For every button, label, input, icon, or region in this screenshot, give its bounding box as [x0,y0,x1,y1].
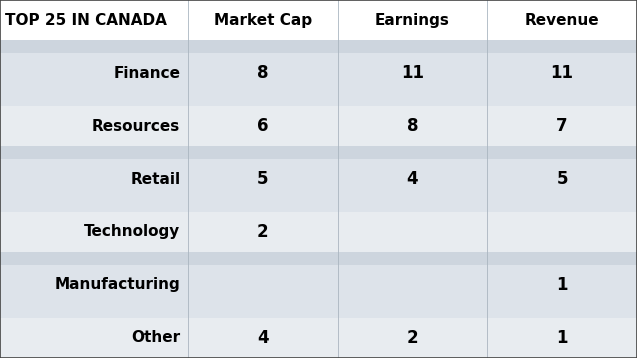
Text: Revenue: Revenue [525,13,599,28]
Text: 11: 11 [401,64,424,82]
Text: 4: 4 [406,170,419,188]
Bar [0,265,637,305]
Bar [0,146,637,159]
Bar [0,53,637,93]
Text: 4: 4 [257,329,269,347]
Text: Retail: Retail [130,171,180,187]
Text: Market Cap: Market Cap [213,13,312,28]
Text: Technology: Technology [84,224,180,240]
Text: TOP 25 IN CANADA: TOP 25 IN CANADA [5,13,167,28]
Text: Manufacturing: Manufacturing [55,277,180,292]
Text: Other: Other [131,330,180,345]
Text: 1: 1 [556,329,568,347]
Bar [0,305,637,318]
Text: 6: 6 [257,117,269,135]
Text: Finance: Finance [113,66,180,81]
Bar [0,252,637,265]
Text: 8: 8 [257,64,269,82]
Text: 5: 5 [556,170,568,188]
Text: 2: 2 [406,329,419,347]
Bar [0,159,637,199]
Text: 5: 5 [257,170,269,188]
Text: 8: 8 [406,117,419,135]
Bar [0,212,637,252]
Bar [0,318,637,358]
Bar [0,0,637,40]
Text: Resources: Resources [92,118,180,134]
Bar [0,93,637,106]
Text: Earnings: Earnings [375,13,450,28]
Text: 7: 7 [556,117,568,135]
Bar [0,199,637,212]
Bar [0,106,637,146]
Text: 11: 11 [550,64,574,82]
Text: 2: 2 [257,223,269,241]
Text: 1: 1 [556,276,568,294]
Bar [0,40,637,53]
